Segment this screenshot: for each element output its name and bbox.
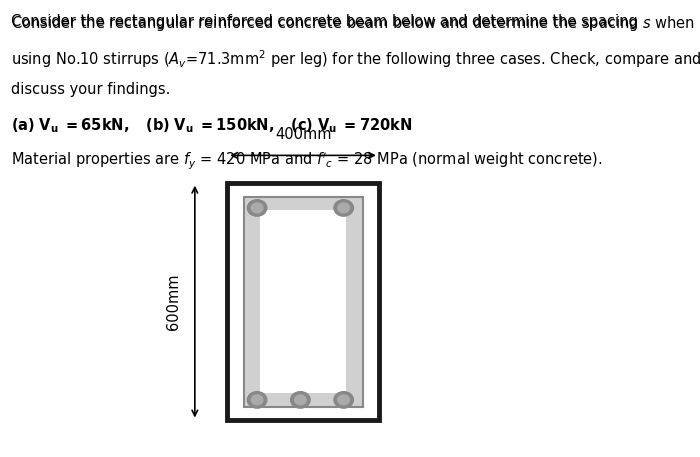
Bar [260, 210, 346, 393]
Circle shape [247, 200, 267, 216]
Text: Material properties are $f_y$ = 420 MPa and $f'_c$ = 28 MPa (normal weight concr: Material properties are $f_y$ = 420 MPa … [10, 151, 603, 172]
Circle shape [334, 200, 354, 216]
Circle shape [251, 203, 263, 213]
Bar [244, 197, 363, 407]
Bar [228, 183, 379, 420]
Text: 600mm: 600mm [166, 273, 181, 330]
Circle shape [334, 392, 354, 408]
Circle shape [247, 392, 267, 408]
Text: using No.10 stirrups ($A_v$=71.3mm$^2$ per leg) for the following three cases. C: using No.10 stirrups ($A_v$=71.3mm$^2$ p… [10, 48, 700, 69]
Text: discuss your findings.: discuss your findings. [10, 82, 170, 97]
Circle shape [338, 203, 349, 213]
Text: Consider the rectangular reinforced concrete beam below and determine the spacin: Consider the rectangular reinforced conc… [10, 14, 642, 29]
Circle shape [251, 395, 263, 405]
Text: $\mathbf{(a)}$ $\mathbf{V_u}$ $\mathbf{= 65kN,}$   $\mathbf{(b)}$ $\mathbf{V_u}$: $\mathbf{(a)}$ $\mathbf{V_u}$ $\mathbf{=… [10, 117, 412, 135]
Circle shape [290, 392, 310, 408]
Circle shape [338, 395, 349, 405]
Text: Consider the rectangular reinforced concrete beam below and determine the spacin: Consider the rectangular reinforced conc… [10, 14, 695, 33]
Text: 400mm: 400mm [275, 127, 331, 142]
Circle shape [295, 395, 306, 405]
